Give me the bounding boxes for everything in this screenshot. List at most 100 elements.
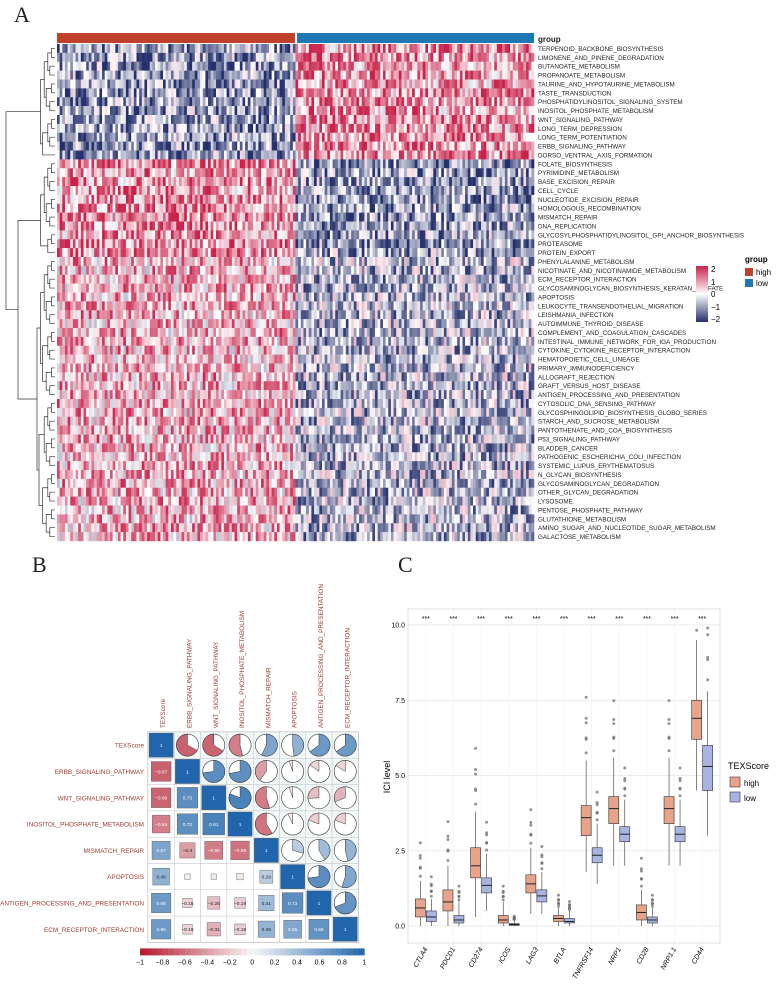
heatmap-cell [475, 257, 479, 267]
heatmap-cell [192, 257, 196, 267]
heatmap-cell [483, 88, 487, 98]
heatmap-cell [62, 239, 66, 249]
heatmap-cell [409, 257, 413, 267]
heatmap-cell [314, 79, 317, 89]
heatmap-cell [147, 186, 151, 196]
heatmap-cell [208, 212, 211, 222]
heatmap-cell [284, 88, 288, 98]
heatmap-cell [340, 123, 344, 133]
heatmap-cell [441, 88, 445, 98]
heatmap-cell [282, 159, 286, 169]
heatmap-cell [470, 70, 474, 80]
heatmap-cell [205, 221, 209, 231]
heatmap-cell [420, 177, 423, 187]
heatmap-cell [70, 159, 74, 169]
heatmap-cell [345, 52, 349, 62]
heatmap-cell [332, 88, 336, 98]
heatmap-cell [226, 265, 230, 275]
heatmap-cell [504, 115, 508, 125]
heatmap-cell [271, 106, 275, 116]
heatmap-cell [104, 230, 108, 240]
heatmap-cell [186, 186, 190, 196]
heatmap-cell [380, 177, 384, 187]
heatmap-cell [131, 88, 135, 98]
heatmap-cell [353, 177, 357, 187]
heatmap-cell [303, 141, 307, 151]
heatmap-cell [253, 70, 257, 80]
heatmap-cell [380, 230, 384, 240]
heatmap-cell [345, 88, 349, 98]
heatmap-cell [353, 123, 357, 133]
heatmap-cell [120, 79, 124, 89]
heatmap-cell [91, 186, 95, 196]
heatmap-cell [258, 221, 262, 231]
heatmap-cell [435, 177, 439, 187]
heatmap-cell [396, 186, 400, 196]
heatmap-cell [210, 283, 214, 293]
heatmap-cell [303, 274, 307, 284]
heatmap-cell [380, 115, 384, 125]
heatmap-cell [512, 106, 516, 116]
heatmap-cell [165, 203, 169, 213]
heatmap-cell [160, 44, 164, 54]
dendrogram-link [51, 403, 55, 413]
heatmap-cell [425, 177, 429, 187]
heatmap-cell [375, 97, 378, 107]
heatmap-cell [155, 159, 158, 169]
heatmap-cell [375, 230, 378, 240]
heatmap-cell [136, 248, 140, 258]
heatmap-cell [398, 132, 402, 142]
heatmap-cell [340, 194, 344, 204]
heatmap-cell [152, 52, 156, 62]
heatmap-cell [343, 221, 347, 231]
heatmap-cell [499, 70, 503, 80]
heatmap-cell [467, 159, 471, 169]
heatmap-cell [356, 186, 360, 196]
heatmap-cell [125, 194, 129, 204]
heatmap-cell [131, 61, 135, 71]
heatmap-cell [276, 177, 280, 187]
heatmap-cell [504, 150, 508, 160]
heatmap-cell [104, 239, 108, 249]
heatmap-cell [59, 186, 63, 196]
heatmap-cell [441, 106, 445, 116]
heatmap-cell [475, 97, 479, 107]
heatmap-cell [390, 203, 394, 213]
heatmap-cell [117, 186, 121, 196]
heatmap-cell [528, 168, 532, 178]
heatmap-cell [459, 230, 463, 240]
heatmap-cell [200, 88, 204, 98]
dendrogram-link [49, 181, 55, 191]
heatmap-cell [226, 212, 230, 222]
heatmap-cell [462, 132, 466, 142]
heatmap-cell [428, 141, 431, 151]
heatmap-cell [213, 44, 217, 54]
heatmap-cell [59, 177, 63, 187]
heatmap-cell [250, 88, 254, 98]
heatmap-cell [78, 186, 82, 196]
heatmap-cell [255, 177, 259, 187]
heatmap-cell [502, 186, 506, 196]
heatmap-cell [186, 283, 190, 293]
heatmap-cell [295, 168, 299, 178]
heatmap-cell [512, 141, 516, 151]
heatmap-cell [329, 221, 333, 231]
heatmap-cell [359, 274, 363, 284]
heatmap-cell [356, 44, 360, 54]
heatmap-cell [88, 97, 92, 107]
heatmap-cell [88, 177, 92, 187]
heatmap-cell [435, 230, 439, 240]
heatmap-cell [435, 88, 439, 98]
heatmap-cell [422, 150, 426, 160]
heatmap-cell [94, 186, 98, 196]
heatmap-cell [181, 257, 185, 267]
heatmap-cell [322, 248, 325, 258]
heatmap-cell [306, 132, 310, 142]
heatmap-cell [247, 106, 251, 116]
heatmap-cell [80, 221, 84, 231]
heatmap-cell [377, 159, 381, 169]
heatmap-cell [531, 88, 535, 98]
heatmap-cell [136, 283, 140, 293]
heatmap-cell [226, 159, 230, 169]
heatmap-cell [398, 212, 402, 222]
